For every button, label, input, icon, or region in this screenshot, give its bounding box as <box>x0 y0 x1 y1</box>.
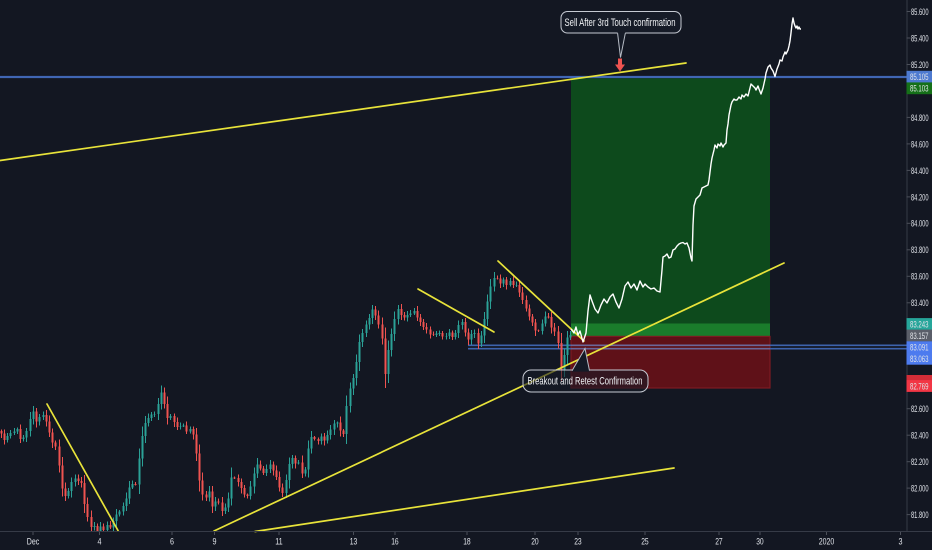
svg-text:83.063: 83.063 <box>910 354 929 365</box>
svg-text:3: 3 <box>899 537 903 548</box>
svg-text:18: 18 <box>463 537 471 548</box>
svg-text:20: 20 <box>531 537 539 548</box>
svg-text:16: 16 <box>391 537 399 548</box>
svg-text:83.600: 83.600 <box>911 272 929 283</box>
svg-text:83.400: 83.400 <box>911 298 929 309</box>
svg-text:30: 30 <box>756 537 764 548</box>
svg-text:85.103: 85.103 <box>910 84 929 95</box>
svg-text:85.105: 85.105 <box>910 72 929 83</box>
svg-text:85.200: 85.200 <box>911 60 929 71</box>
svg-text:4: 4 <box>98 537 102 548</box>
svg-text:82.769: 82.769 <box>910 381 929 392</box>
svg-text:82.000: 82.000 <box>911 484 929 495</box>
svg-text:84.400: 84.400 <box>911 166 929 177</box>
svg-text:Breakout and Retest Confirmati: Breakout and Retest Confirmation <box>528 376 643 388</box>
svg-text:84.200: 84.200 <box>911 192 929 203</box>
svg-text:6: 6 <box>170 537 174 548</box>
svg-text:Dec: Dec <box>27 537 40 548</box>
svg-text:Sell After 3rd Touch confirmat: Sell After 3rd Touch confirmation <box>565 17 676 29</box>
svg-text:2020: 2020 <box>819 537 835 548</box>
svg-text:23: 23 <box>574 537 582 548</box>
svg-text:13: 13 <box>350 537 358 548</box>
svg-text:82.200: 82.200 <box>911 457 929 468</box>
svg-text:84.000: 84.000 <box>911 219 929 230</box>
svg-text:82.400: 82.400 <box>911 431 929 442</box>
svg-text:85.400: 85.400 <box>911 33 929 44</box>
svg-text:9: 9 <box>213 537 217 548</box>
svg-text:27: 27 <box>715 537 723 548</box>
svg-text:82.600: 82.600 <box>911 404 929 415</box>
svg-text:85.600: 85.600 <box>911 7 929 18</box>
svg-text:83.157: 83.157 <box>910 331 929 342</box>
svg-text:81.800: 81.800 <box>911 510 929 521</box>
svg-text:83.091: 83.091 <box>910 343 929 354</box>
svg-text:84.600: 84.600 <box>911 139 929 150</box>
svg-text:84.800: 84.800 <box>911 113 929 124</box>
svg-text:83.800: 83.800 <box>911 245 929 256</box>
svg-text:11: 11 <box>275 537 283 548</box>
svg-text:83.243: 83.243 <box>910 319 929 330</box>
svg-text:25: 25 <box>641 537 649 548</box>
